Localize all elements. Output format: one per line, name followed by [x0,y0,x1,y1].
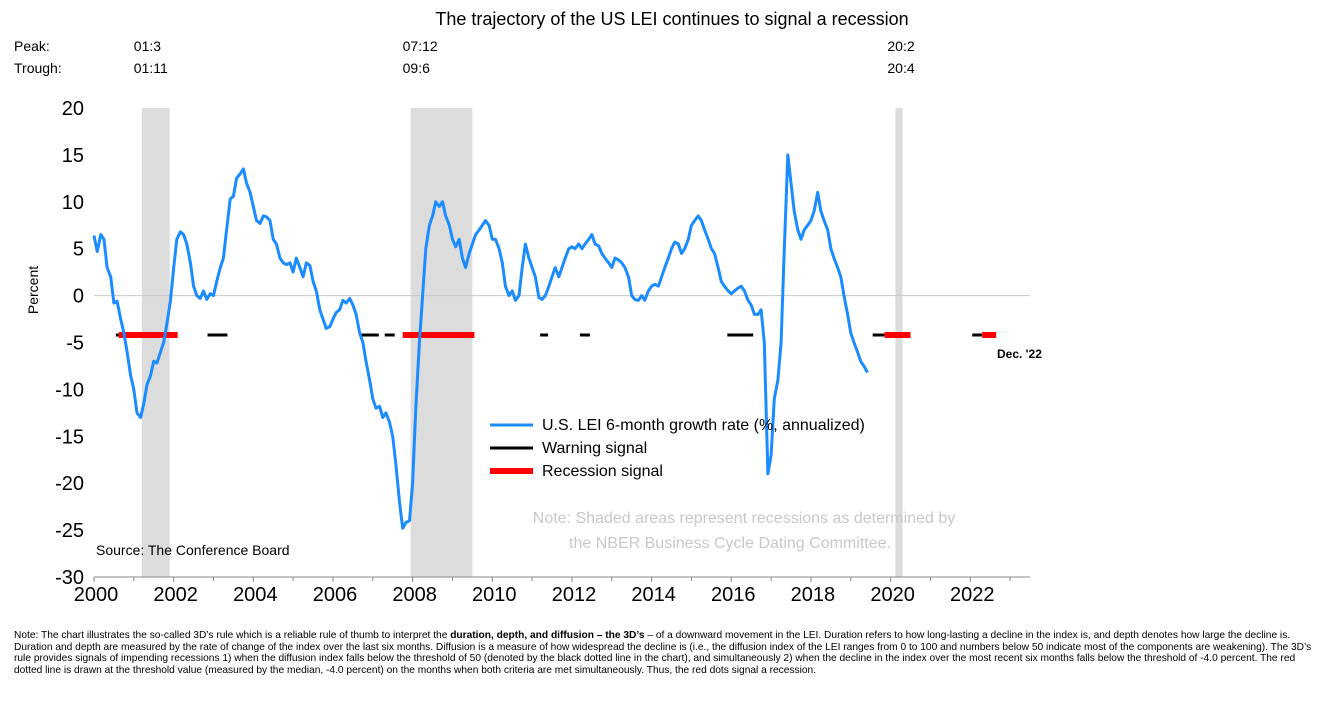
recession-band [410,108,473,577]
y-tick-label: -5 [66,333,84,355]
footnote-bold: duration, depth, and diffusion – the 3D’… [450,630,645,641]
x-tick-label: 2008 [392,584,437,606]
x-tick-label: 2022 [950,584,995,606]
x-tick-label: 2020 [870,584,915,606]
x-tick-label: 2004 [233,584,278,606]
legend-recession: Recession signal [542,463,663,480]
x-tick-label: 2010 [472,584,517,606]
y-tick-label: -10 [55,379,84,401]
legend-warning: Warning signal [542,440,647,457]
trough-label: Trough: [14,60,62,76]
y-tick-label: 0 [73,286,84,308]
recession-band [895,108,903,577]
x-tick-label: 2018 [791,584,836,606]
y-axis-label: Percent [25,266,41,314]
x-tick-label: 2000 [74,584,119,606]
legend: U.S. LEI 6-month growth rate (%, annuali… [490,417,865,480]
shading-note-line1: Note: Shaded areas represent recessions … [533,510,955,527]
recession-band [141,108,170,577]
last-point-label: Dec. '22 [997,347,1042,361]
y-tick-label: 15 [62,145,84,167]
footnote-text-2: – of a downward movement in the LEI. Dur… [14,630,1312,676]
peak-date: 20:2 [887,38,914,54]
x-tick-label: 2006 [313,584,358,606]
trough-date: 20:4 [887,60,914,76]
y-tick-label: 10 [62,192,84,214]
trough-date: 09:6 [403,60,430,76]
chart-title: The trajectory of the US LEI continues t… [435,9,908,29]
y-ticks: 20 15 10 5 0 -5 -10 -15 -20 -25 -30 [55,98,84,589]
peak-label: Peak: [14,38,50,54]
x-tick-label: 2016 [711,584,756,606]
footnote-text-1: Note: The chart illustrates the so-calle… [14,630,451,641]
source-label: Source: The Conference Board [96,542,290,558]
trough-date: 01:11 [134,60,168,76]
peak-date: 07:12 [403,38,438,54]
x-tick-label: 2014 [631,584,676,606]
peak-date: 01:3 [134,38,161,54]
lei-chart: 2000 2002 2004 2006 2008 2010 2012 2014 2016 2018… [14,9,1042,606]
y-tick-label: -30 [55,567,84,589]
lei-series-line [92,153,869,530]
y-tick-label: 20 [62,98,84,120]
recession-dates: 01:3 01:11 07:12 09:6 20:2 20:4 [134,38,915,76]
y-tick-label: -25 [55,520,84,542]
x-ticks: 2000 2002 2004 2006 2008 2010 2012 2014 2016 2018… [74,577,1011,606]
y-tick-label: 5 [73,239,84,261]
y-tick-label: -20 [55,473,84,495]
x-tick-label: 2002 [153,584,198,606]
recession-shading [141,108,903,577]
shading-note-line2: the NBER Business Cycle Dating Committee… [569,535,891,552]
x-tick-label: 2012 [552,584,597,606]
legend-lei: U.S. LEI 6-month growth rate (%, annuali… [542,417,865,434]
footnote: Note: The chart illustrates the so-calle… [14,630,1314,676]
y-tick-label: -15 [55,426,84,448]
